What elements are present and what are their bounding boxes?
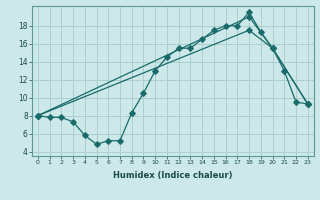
X-axis label: Humidex (Indice chaleur): Humidex (Indice chaleur) — [113, 171, 233, 180]
